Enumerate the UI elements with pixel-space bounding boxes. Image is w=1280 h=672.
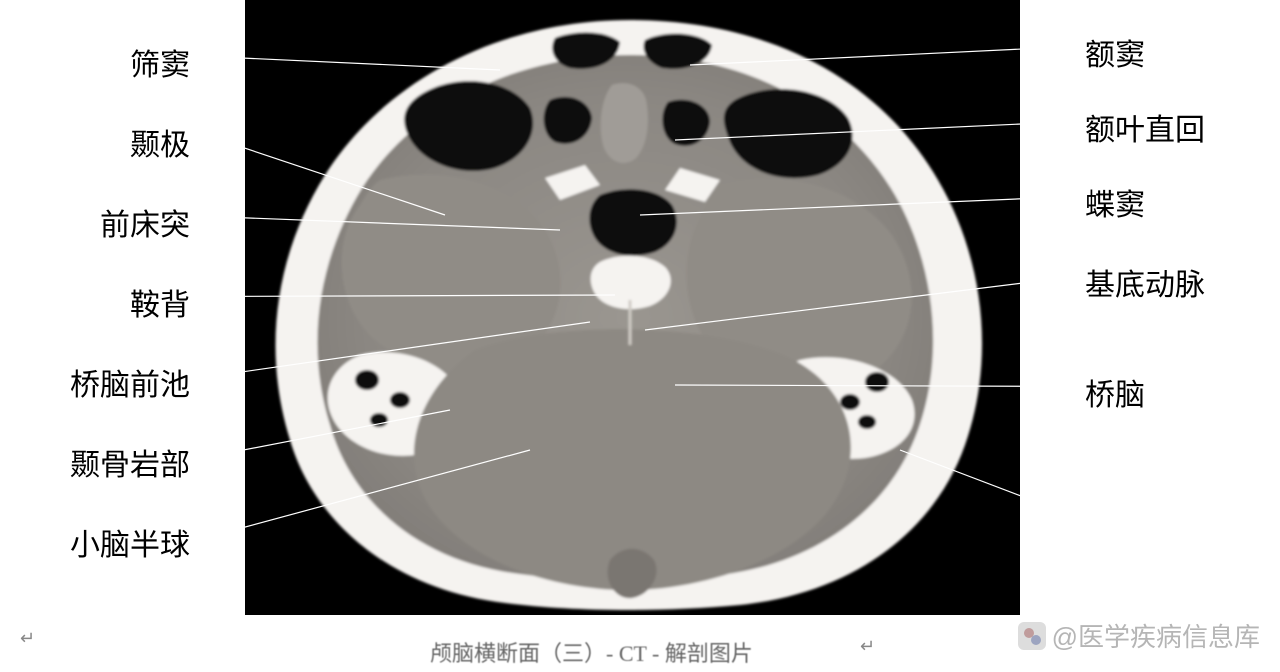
figure-container: 筛窦颞极前床突鞍背桥脑前池颞骨岩部小脑半球 额窦额叶直回蝶窦基底动脉桥脑 ↵ ↵ 颅脑… — [0, 0, 1280, 672]
left-anatomy-label: 颞极 — [130, 120, 190, 164]
left-anatomy-label: 小脑半球 — [70, 520, 190, 564]
right-anatomy-label: 桥脑 — [1085, 370, 1145, 414]
right-label-gutter — [1020, 0, 1280, 615]
return-mark: ↵ — [860, 636, 875, 657]
left-anatomy-label: 筛窦 — [130, 40, 190, 84]
left-anatomy-label: 前床突 — [100, 200, 190, 244]
right-anatomy-label: 基底动脉 — [1085, 260, 1205, 304]
right-anatomy-label: 蝶窦 — [1085, 180, 1145, 224]
left-anatomy-label: 鞍背 — [130, 280, 190, 324]
left-anatomy-label: 颞骨岩部 — [70, 440, 190, 484]
watermark: @医学疾病信息库 — [1018, 617, 1260, 654]
right-anatomy-label: 额叶直回 — [1085, 105, 1205, 149]
watermark-text: @医学疾病信息库 — [1052, 617, 1260, 654]
watermark-logo-icon — [1018, 622, 1046, 650]
right-anatomy-label: 额窦 — [1085, 30, 1145, 74]
return-mark: ↵ — [20, 628, 35, 649]
figure-caption: 颅脑横断面（三）- CT - 解剖图片 — [430, 636, 753, 668]
left-anatomy-label: 桥脑前池 — [70, 360, 190, 404]
